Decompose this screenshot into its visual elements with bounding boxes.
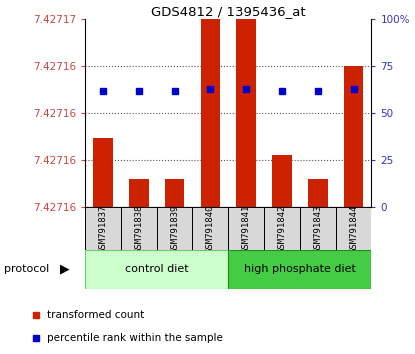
Text: percentile rank within the sample: percentile rank within the sample [47, 333, 223, 343]
Bar [121, 207, 157, 250]
Text: GSM791837: GSM791837 [98, 204, 107, 252]
Bar [85, 250, 228, 289]
Text: GSM791840: GSM791840 [206, 204, 215, 252]
Bar [193, 207, 228, 250]
Text: GSM791841: GSM791841 [242, 204, 251, 252]
Text: GSM791842: GSM791842 [278, 204, 286, 252]
Text: GSM791844: GSM791844 [349, 204, 358, 252]
Text: control diet: control diet [125, 264, 188, 274]
Bar [228, 207, 264, 250]
Text: ▶: ▶ [59, 263, 69, 275]
Bar [300, 207, 336, 250]
Bar [308, 179, 327, 207]
Text: GSM791838: GSM791838 [134, 204, 143, 252]
Bar [228, 250, 371, 289]
Bar [336, 207, 371, 250]
Text: GSM791843: GSM791843 [313, 204, 322, 252]
Bar [165, 179, 184, 207]
Bar [264, 207, 300, 250]
Bar [236, 19, 256, 207]
Bar [85, 207, 121, 250]
Text: protocol: protocol [4, 264, 49, 274]
Bar [200, 19, 220, 207]
Bar [272, 155, 292, 207]
Bar [93, 138, 113, 207]
Bar [157, 207, 193, 250]
Text: GSM791839: GSM791839 [170, 204, 179, 252]
Title: GDS4812 / 1395436_at: GDS4812 / 1395436_at [151, 5, 305, 18]
Bar [344, 67, 364, 207]
Text: high phosphate diet: high phosphate diet [244, 264, 356, 274]
Bar [129, 179, 149, 207]
Text: transformed count: transformed count [47, 310, 144, 320]
